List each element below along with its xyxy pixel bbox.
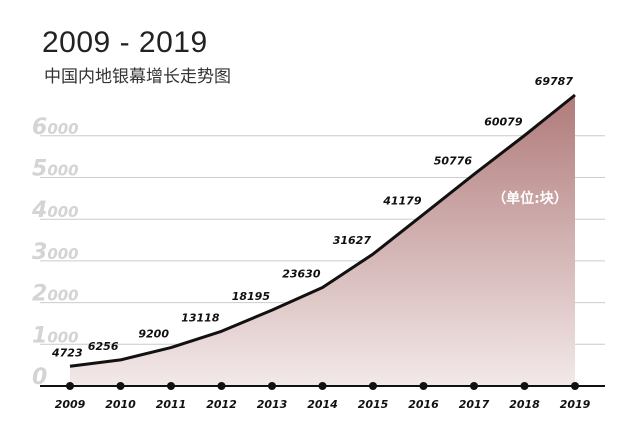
y-tick-label: 0 (32, 365, 47, 390)
chart-title: 2009 - 2019 (42, 26, 208, 59)
x-tick-label: 2015 (358, 398, 389, 411)
x-tick-label: 2019 (560, 398, 591, 411)
x-tick-labels: 2009 2010 2011 2012 2013 2014 2015 2016 2017 2018… (55, 398, 591, 411)
x-axis-point (571, 382, 579, 390)
x-axis-point (167, 382, 175, 390)
y-tick-label: 4000 (31, 198, 79, 223)
x-tick-label: 2013 (257, 398, 288, 411)
y-tick-label: 5000 (32, 157, 79, 182)
y-tick-labels: 0 1000 2000 3000 4000 5000 6000 (31, 115, 79, 390)
data-label: 41179 (382, 194, 422, 207)
x-tick-label: 2014 (307, 398, 338, 411)
growth-area (70, 95, 575, 386)
y-tick-label: 1000 (32, 323, 79, 348)
unit-label: （单位:块） (492, 190, 568, 207)
data-label: 9200 (138, 328, 169, 341)
x-tick-label: 2016 (408, 398, 439, 411)
x-axis-point (470, 382, 478, 390)
x-axis-point (66, 382, 74, 390)
x-axis-point (116, 382, 125, 390)
data-labels: 4723 6256 9200 13118 18195 23630 31627 41179 507… (51, 75, 573, 359)
x-axis-point (268, 382, 276, 390)
y-tick-label: 3000 (32, 240, 79, 265)
data-label: 60079 (484, 115, 523, 128)
data-label: 6256 (88, 340, 119, 353)
data-label: 23630 (282, 267, 321, 280)
x-axis-point (520, 382, 529, 390)
x-tick-label: 2011 (156, 398, 187, 411)
x-axis-point (217, 382, 226, 390)
data-label: 13118 (181, 311, 220, 324)
data-label: 69787 (535, 75, 574, 88)
data-label: 50776 (434, 154, 473, 167)
x-tick-label: 2010 (105, 398, 136, 411)
y-tick-label: 2000 (32, 282, 79, 307)
data-points (66, 382, 579, 390)
y-tick-label: 6000 (32, 115, 79, 140)
chart-subtitle: 中国内地银幕增长走势图 (44, 67, 231, 87)
data-label: 18195 (232, 290, 271, 303)
data-label: 4723 (51, 346, 83, 359)
x-tick-label: 2012 (206, 398, 237, 411)
x-axis-point (369, 382, 377, 390)
data-label: 31627 (333, 234, 372, 247)
x-tick-label: 2009 (55, 398, 86, 411)
x-axis-point (318, 382, 327, 390)
x-tick-label: 2017 (459, 398, 490, 411)
x-tick-label: 2018 (509, 398, 540, 411)
x-axis-point (419, 382, 428, 390)
growth-line (69, 93, 576, 368)
